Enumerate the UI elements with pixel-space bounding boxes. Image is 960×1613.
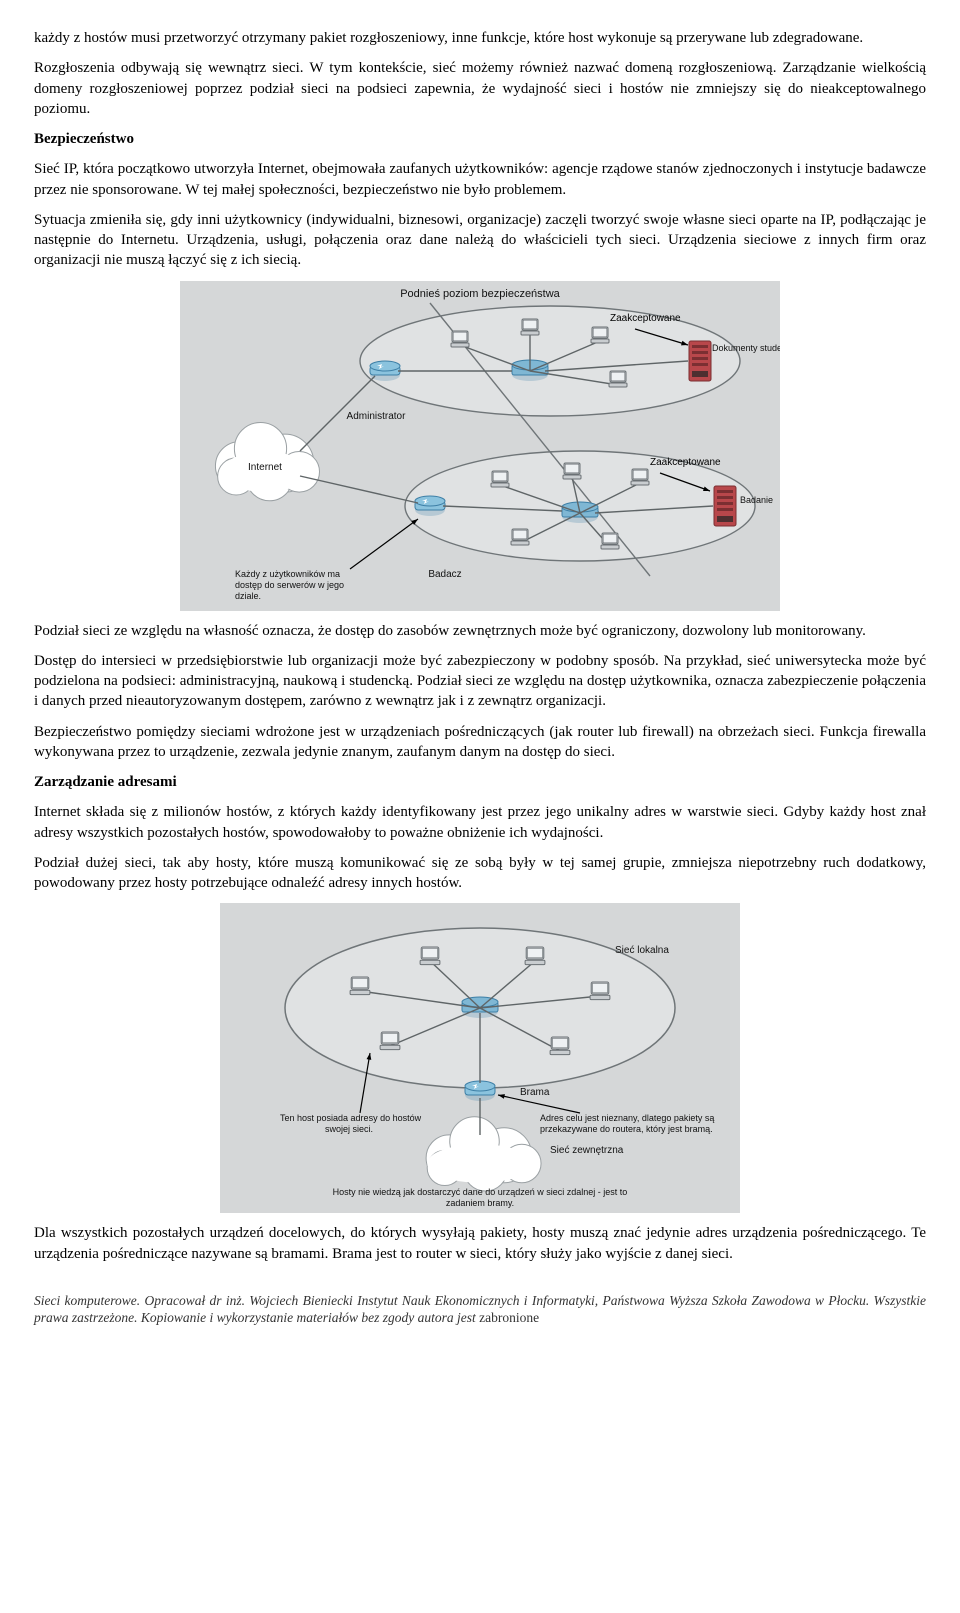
diagram-security: Podnieś poziom bezpieczeństwa Internet Zaa… bbox=[34, 281, 926, 611]
paragraph: Sieć IP, która początkowo utworzyła Inte… bbox=[34, 159, 926, 200]
svg-text:Hosty nie wiedzą jak dostarczy: Hosty nie wiedzą jak dostarczyć dane do … bbox=[333, 1187, 628, 1197]
svg-text:Internet: Internet bbox=[248, 462, 282, 473]
paragraph: Rozgłoszenia odbywają się wewnątrz sieci… bbox=[34, 58, 926, 119]
footer: Sieci komputerowe. Opracował dr inż. Woj… bbox=[34, 1292, 926, 1327]
svg-text:zadaniem bramy.: zadaniem bramy. bbox=[446, 1198, 514, 1208]
paragraph: Podział sieci ze względu na własność ozn… bbox=[34, 621, 926, 641]
svg-text:Podnieś poziom bezpieczeństwa: Podnieś poziom bezpieczeństwa bbox=[400, 288, 560, 300]
paragraph: Sytuacja zmieniła się, gdy inni użytkown… bbox=[34, 210, 926, 271]
diagram-addressing: Sieć lokalna Brama Sieć zewnętrzna Ten host… bbox=[34, 903, 926, 1213]
paragraph: Dla wszystkich pozostałych urządzeń doce… bbox=[34, 1223, 926, 1264]
paragraph: Internet składa się z milionów hostów, z… bbox=[34, 802, 926, 843]
svg-text:Badacz: Badacz bbox=[428, 569, 461, 580]
svg-text:dziale.: dziale. bbox=[235, 591, 261, 601]
svg-text:Adres celu jest nieznany, dlat: Adres celu jest nieznany, dlatego pakiet… bbox=[540, 1113, 714, 1123]
svg-text:Sieć lokalna: Sieć lokalna bbox=[615, 945, 669, 956]
svg-text:Sieć zewnętrzna: Sieć zewnętrzna bbox=[550, 1145, 624, 1156]
section-heading: Zarządzanie adresami bbox=[34, 772, 926, 792]
svg-text:Każdy z użytkowników ma: Każdy z użytkowników ma bbox=[235, 569, 340, 579]
svg-text:swojej sieci.: swojej sieci. bbox=[325, 1124, 373, 1134]
svg-text:Badanie: Badanie bbox=[740, 495, 773, 505]
paragraph: każdy z hostów musi przetworzyć otrzyman… bbox=[34, 28, 926, 48]
svg-text:dostęp do serwerów w jego: dostęp do serwerów w jego bbox=[235, 580, 344, 590]
svg-text:Dokumenty studentów: Dokumenty studentów bbox=[712, 343, 780, 353]
section-heading: Bezpieczeństwo bbox=[34, 129, 926, 149]
svg-text:Ten host posiada adresy do hos: Ten host posiada adresy do hostów bbox=[280, 1113, 422, 1123]
svg-text:Brama: Brama bbox=[520, 1087, 550, 1098]
paragraph: Podział dużej sieci, tak aby hosty, któr… bbox=[34, 853, 926, 894]
svg-text:Zaakceptowane: Zaakceptowane bbox=[650, 457, 721, 468]
svg-text:Zaakceptowane: Zaakceptowane bbox=[610, 313, 681, 324]
svg-text:Administrator: Administrator bbox=[347, 411, 407, 422]
svg-text:przekazywane do routera, który: przekazywane do routera, który jest bram… bbox=[540, 1124, 713, 1134]
footer-text-plain: zabronione bbox=[479, 1310, 539, 1325]
paragraph: Dostęp do intersieci w przedsiębiorstwie… bbox=[34, 651, 926, 712]
paragraph: Bezpieczeństwo pomiędzy sieciami wdrożon… bbox=[34, 722, 926, 763]
